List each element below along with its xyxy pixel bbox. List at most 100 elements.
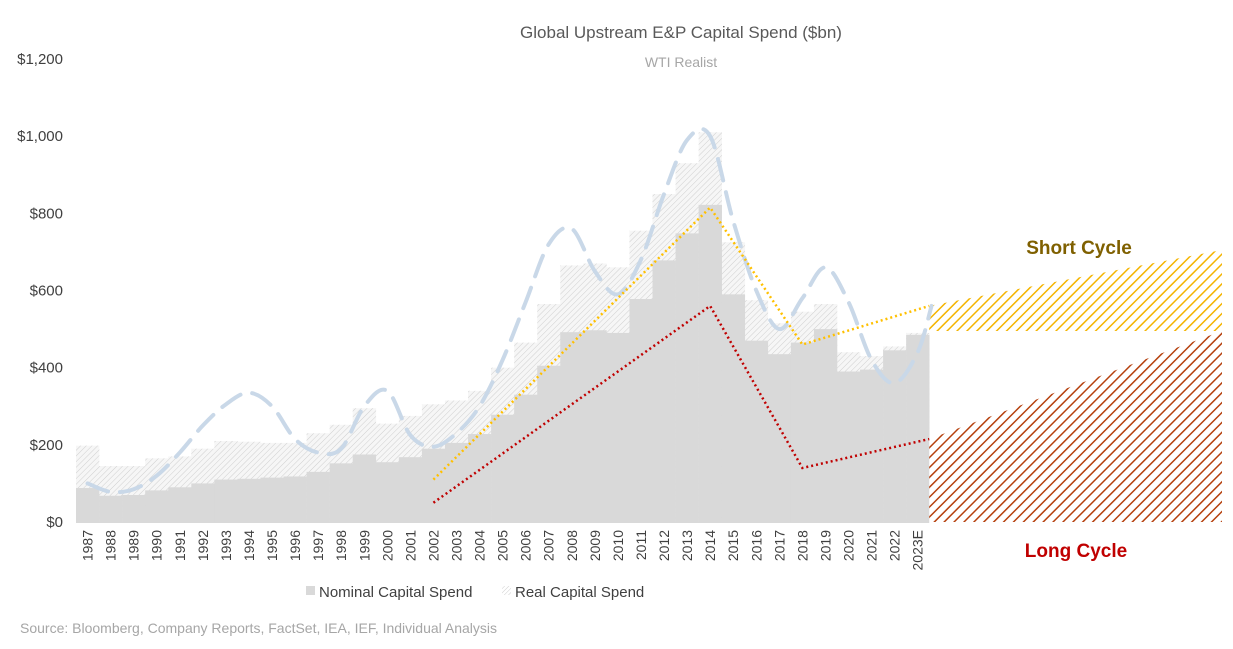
x-tick-label: 1993 — [218, 530, 234, 561]
x-tick-label: 2011 — [633, 530, 649, 560]
nominal-spend-bar — [237, 478, 261, 522]
x-tick-label: 2013 — [679, 530, 695, 561]
nominal-spend-bar — [122, 494, 146, 522]
x-tick-label: 1999 — [356, 530, 372, 561]
nominal-spend-bar — [191, 483, 215, 522]
legend-swatch-real — [502, 586, 511, 595]
nominal-spend-bar — [76, 488, 100, 522]
x-tick-label: 2014 — [702, 530, 718, 561]
legend-swatch-nominal — [306, 586, 315, 595]
nominal-spend-bar — [883, 350, 907, 522]
y-tick-label: $600 — [30, 283, 63, 300]
x-tick-label: 2012 — [656, 530, 672, 561]
x-tick-label: 2019 — [817, 530, 833, 561]
nominal-spend-bar — [398, 457, 423, 522]
nominal-spend-bar — [606, 332, 630, 522]
x-tick-label: 1998 — [333, 530, 349, 561]
legend: Nominal Capital Spend Real Capital Spend — [306, 584, 644, 601]
x-tick-label: 1996 — [287, 530, 303, 561]
x-tick-label: 1997 — [310, 530, 326, 561]
long-cycle-trend-line — [432, 304, 930, 504]
y-tick-label: $800 — [30, 205, 63, 222]
x-tick-label: 1987 — [80, 530, 96, 561]
nominal-spend-bar — [491, 414, 515, 522]
x-tick-label: 2016 — [748, 530, 764, 561]
nominal-spend-bar — [468, 434, 492, 522]
x-tick-label: 2000 — [379, 530, 395, 561]
y-tick-label: $1,000 — [17, 128, 63, 145]
nominal-spend-bar — [767, 354, 792, 522]
nominal-spend-bar — [675, 233, 699, 522]
nominal-spend-bar — [721, 294, 746, 522]
dashed-trend-curve — [85, 126, 934, 495]
short-cycle-label: Short Cycle — [1026, 238, 1132, 259]
x-tick-label: 1988 — [103, 530, 119, 561]
y-axis: $0 $200 $400 $600 $800 $1,000 $1,200 — [17, 51, 63, 531]
x-tick-label: 1990 — [149, 530, 165, 561]
x-tick-label: 2004 — [472, 530, 488, 561]
nominal-spend-bar — [514, 394, 538, 522]
trend-lines — [85, 126, 934, 504]
nominal-spend-bar — [652, 260, 676, 522]
nominal-spend-bar — [698, 204, 722, 522]
legend-label-nominal: Nominal Capital Spend — [319, 584, 472, 601]
y-tick-label: $0 — [46, 514, 63, 531]
nominal-spend-bar — [375, 462, 400, 522]
long-cycle-band — [929, 331, 1222, 522]
x-tick-label: 2020 — [841, 530, 857, 561]
y-tick-label: $1,200 — [17, 51, 63, 68]
short-cycle-band — [929, 249, 1222, 332]
nominal-spend-bar — [906, 334, 930, 522]
source-note: Source: Bloomberg, Company Reports, Fact… — [20, 620, 497, 636]
nominal-spend-bar — [145, 490, 169, 522]
x-tick-label: 2001 — [402, 530, 418, 561]
x-tick-label: 1994 — [241, 530, 257, 561]
x-tick-label: 2022 — [887, 530, 903, 561]
nominal-spend-bar — [329, 463, 354, 522]
nominal-spend-bar — [836, 371, 861, 522]
x-tick-label: 2007 — [541, 530, 557, 561]
x-tick-label: 2009 — [587, 530, 603, 561]
x-tick-label: 1992 — [195, 530, 211, 561]
nominal-spend-bar — [99, 495, 123, 522]
x-tick-label: 1995 — [264, 530, 280, 561]
short-cycle-trend-line — [432, 205, 930, 481]
nominal-spend-bar — [260, 477, 284, 522]
y-tick-label: $400 — [30, 360, 63, 377]
x-tick-label: 2010 — [610, 530, 626, 561]
x-tick-label: 1991 — [172, 530, 188, 561]
nominal-spend-bar — [283, 476, 307, 522]
legend-label-real: Real Capital Spend — [515, 584, 644, 601]
x-tick-label: 2005 — [495, 530, 511, 561]
x-tick-label: 2021 — [864, 530, 880, 561]
nominal-spend-bar — [790, 342, 815, 522]
nominal-spend-bar — [352, 454, 377, 522]
x-tick-label: 1989 — [126, 530, 142, 561]
nominal-spend-series — [76, 204, 930, 522]
x-tick-label: 2015 — [725, 530, 741, 561]
cycle-bands — [929, 249, 1222, 522]
nominal-spend-bar — [306, 471, 330, 522]
x-axis: 1987 1988 1989 1990 1991 1992 1993 1994 1995 1996… — [76, 522, 930, 570]
x-tick-label: 2018 — [794, 530, 810, 561]
nominal-spend-bar — [214, 479, 238, 522]
nominal-spend-bar — [744, 340, 769, 522]
x-tick-label: 2006 — [518, 530, 534, 561]
y-tick-label: $200 — [30, 437, 63, 454]
nominal-spend-bar — [583, 330, 607, 522]
x-tick-label: 2023E — [910, 530, 926, 570]
chart-subtitle: WTI Realist — [645, 54, 717, 70]
nominal-spend-bar — [860, 369, 884, 522]
x-tick-label: 2003 — [448, 530, 464, 561]
nominal-spend-bar — [168, 487, 192, 522]
nominal-spend-bar — [629, 298, 653, 522]
long-cycle-label: Long Cycle — [1025, 541, 1127, 562]
x-tick-label: 2002 — [425, 530, 441, 561]
nominal-spend-bar — [537, 365, 561, 522]
x-tick-label: 2008 — [564, 530, 580, 561]
chart-title: Global Upstream E&P Capital Spend ($bn) — [520, 23, 842, 42]
x-tick-label: 2017 — [771, 530, 787, 561]
nominal-spend-bar — [444, 442, 469, 522]
nominal-spend-bar — [813, 329, 838, 522]
